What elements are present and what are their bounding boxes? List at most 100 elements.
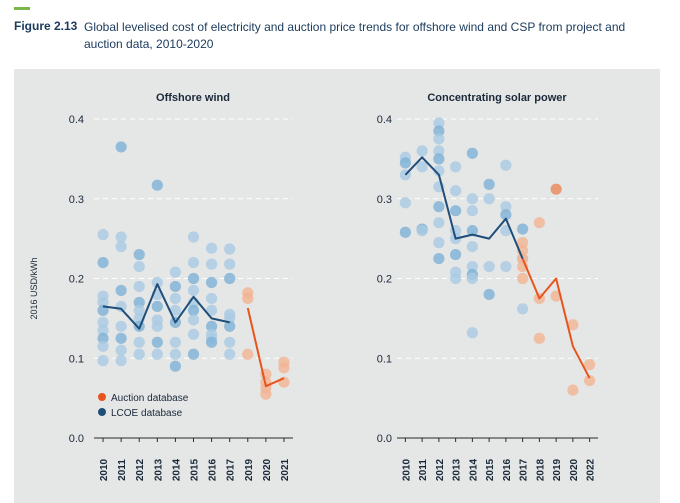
lcoe-point-0-67 xyxy=(224,320,236,332)
y-tick-label-0-1: 0.1 xyxy=(69,353,84,365)
lcoe-point-0-44 xyxy=(187,231,200,243)
x-tick-label-0-0: 2010 xyxy=(99,458,110,481)
lcoe-point-0-61 xyxy=(205,336,218,348)
auction-point-1-13 xyxy=(584,374,596,387)
legend-marker-0 xyxy=(98,393,106,401)
x-tick-label-1-8: 2018 xyxy=(535,458,546,481)
lcoe-point-0-50 xyxy=(187,314,200,326)
lcoe-point-0-31 xyxy=(151,300,163,313)
lcoe-point-0-36 xyxy=(169,266,182,278)
lcoe-point-1-28 xyxy=(466,147,478,159)
lcoe-point-1-29 xyxy=(466,193,478,205)
lcoe-point-0-43 xyxy=(169,360,182,372)
lcoe-point-1-12 xyxy=(433,145,445,157)
y-tick-label-0-3: 0.3 xyxy=(69,194,84,206)
x-tick-label-1-4: 2014 xyxy=(468,458,479,481)
y-tick-label-1-0: 0.0 xyxy=(377,433,392,445)
x-tick-label-0-4: 2014 xyxy=(171,458,182,481)
auction-point-1-11 xyxy=(567,384,579,396)
lcoe-point-1-14 xyxy=(433,165,445,177)
chart-title-1: Concentrating solar power xyxy=(427,92,567,104)
lcoe-line-1 xyxy=(404,156,524,259)
lcoe-point-0-33 xyxy=(151,320,163,332)
legend-marker-1 xyxy=(98,408,106,416)
lcoe-point-0-23 xyxy=(133,304,145,316)
auction-line-1 xyxy=(521,258,591,379)
lcoe-point-0-58 xyxy=(205,320,218,332)
lcoe-point-0-7 xyxy=(97,332,109,344)
legend-label-1: LCOE database xyxy=(111,408,183,419)
lcoe-point-0-10 xyxy=(115,141,127,153)
auction-point-0-1 xyxy=(242,292,254,305)
lcoe-point-0-15 xyxy=(115,320,127,332)
auction-point-1-10 xyxy=(567,319,579,331)
lcoe-point-0-22 xyxy=(133,296,145,309)
x-tick-label-0-1: 2011 xyxy=(117,459,128,481)
lcoe-point-0-29 xyxy=(151,276,163,289)
lcoe-point-1-6 xyxy=(416,161,428,173)
lcoe-point-1-16 xyxy=(433,201,445,213)
auction-point-1-8 xyxy=(550,183,562,195)
x-tick-label-1-6: 2016 xyxy=(502,458,513,481)
lcoe-point-0-20 xyxy=(133,260,145,273)
lcoe-point-0-12 xyxy=(115,241,127,253)
x-tick-label-1-1: 2011 xyxy=(418,459,429,481)
lcoe-point-0-56 xyxy=(205,292,218,305)
lcoe-point-0-14 xyxy=(115,300,127,313)
figure-title: Global levelised cost of electricity and… xyxy=(84,20,626,51)
lcoe-point-1-11 xyxy=(433,133,445,145)
lcoe-point-0-5 xyxy=(97,316,109,328)
lcoe-point-0-64 xyxy=(224,272,236,285)
lcoe-point-1-20 xyxy=(450,161,462,173)
lcoe-point-1-17 xyxy=(433,217,445,229)
x-tick-label-0-6: 2016 xyxy=(208,458,219,481)
lcoe-point-0-16 xyxy=(115,332,127,344)
x-tick-label-1-7: 2017 xyxy=(519,458,530,481)
lcoe-point-1-10 xyxy=(433,125,445,137)
x-tick-label-1-10: 2020 xyxy=(569,458,580,481)
lcoe-point-0-42 xyxy=(169,348,182,360)
auction-point-0-2 xyxy=(242,348,254,360)
accent-bar xyxy=(14,7,30,10)
x-tick-label-0-7: 2017 xyxy=(226,458,237,481)
lcoe-point-0-49 xyxy=(187,304,200,316)
lcoe-point-0-34 xyxy=(151,336,163,348)
lcoe-point-0-19 xyxy=(133,248,145,261)
x-tick-label-1-9: 2019 xyxy=(552,458,563,481)
lcoe-point-1-48 xyxy=(517,303,529,315)
x-tick-label-1-11: 2022 xyxy=(586,458,597,481)
lcoe-point-0-9 xyxy=(97,355,109,367)
lcoe-point-1-4 xyxy=(399,226,411,238)
lcoe-point-0-13 xyxy=(115,284,127,297)
lcoe-point-1-22 xyxy=(450,205,462,217)
lcoe-point-1-27 xyxy=(450,272,462,285)
x-tick-label-0-9: 2020 xyxy=(262,458,273,481)
lcoe-point-1-31 xyxy=(466,225,478,237)
auction-point-1-0 xyxy=(517,237,529,249)
lcoe-point-0-8 xyxy=(97,340,109,352)
lcoe-point-0-54 xyxy=(205,258,218,270)
y-tick-label-1-1: 0.1 xyxy=(377,353,392,365)
lcoe-point-0-18 xyxy=(115,355,127,367)
auction-point-1-7 xyxy=(533,332,545,344)
lcoe-point-0-17 xyxy=(115,344,127,356)
x-tick-label-1-0: 2010 xyxy=(401,458,412,481)
lcoe-point-1-5 xyxy=(416,145,428,157)
x-tick-label-0-10: 2021 xyxy=(280,458,291,481)
lcoe-point-0-51 xyxy=(187,328,200,340)
lcoe-point-0-6 xyxy=(97,324,109,336)
lcoe-point-0-26 xyxy=(133,336,145,348)
lcoe-point-1-13 xyxy=(433,153,445,165)
lcoe-point-1-19 xyxy=(433,252,445,265)
lcoe-point-1-25 xyxy=(450,248,462,261)
lcoe-point-1-32 xyxy=(466,241,478,253)
lcoe-point-0-21 xyxy=(133,280,145,293)
x-tick-label-1-2: 2012 xyxy=(435,458,446,481)
auction-point-1-12 xyxy=(584,359,596,371)
lcoe-point-1-40 xyxy=(483,288,495,301)
auction-point-1-4 xyxy=(517,272,529,285)
x-tick-label-0-3: 2013 xyxy=(153,458,164,481)
lcoe-point-0-35 xyxy=(151,348,163,360)
auction-point-0-8 xyxy=(278,362,290,374)
y-tick-label-0-4: 0.4 xyxy=(69,114,84,126)
